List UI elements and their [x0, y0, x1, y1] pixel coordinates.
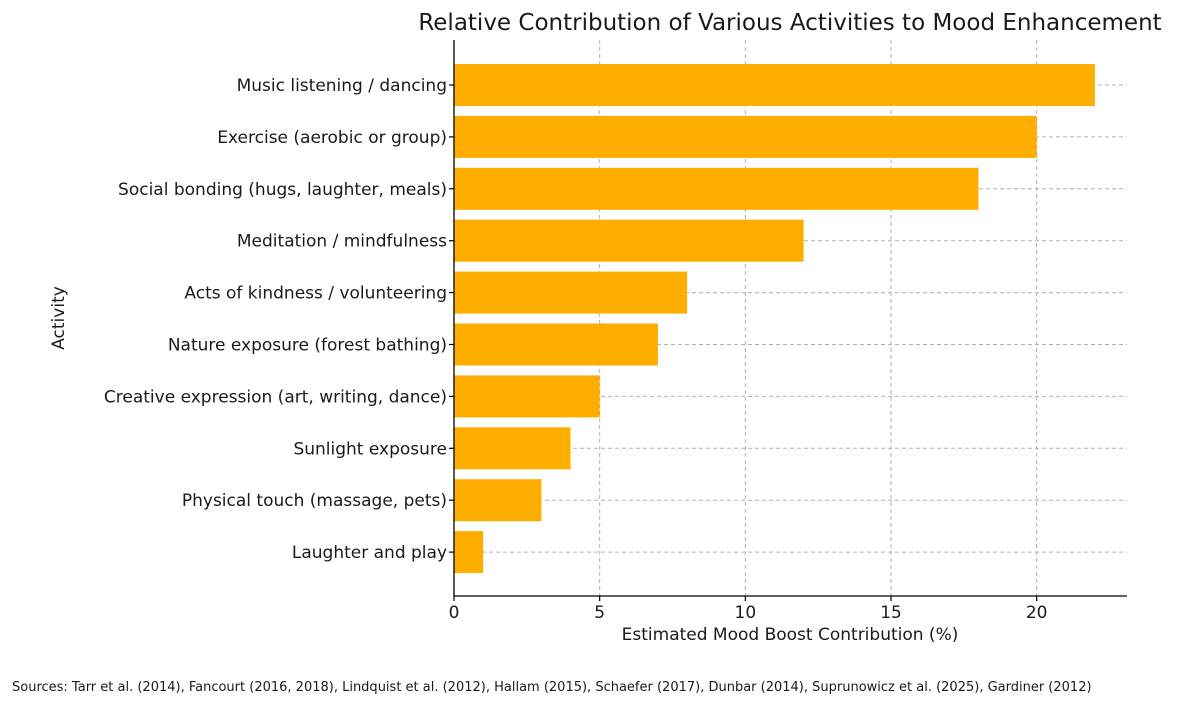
x-tick-label: 5 [594, 603, 605, 623]
bar [454, 479, 542, 522]
y-category-label: Meditation / mindfulness [237, 232, 447, 252]
bar [454, 375, 600, 418]
x-tick-label: 15 [880, 603, 902, 623]
y-axis-category-labels: Music listening / dancing Exercise (aerob… [104, 76, 454, 563]
y-category-label: Exercise (aerobic or group) [217, 128, 447, 148]
bar [454, 219, 804, 262]
x-tick-label: 20 [1026, 603, 1048, 623]
bars [454, 64, 1095, 574]
sources-note: Sources: Tarr et al. (2014), Fancourt (2… [12, 680, 1092, 695]
bar [454, 427, 571, 470]
bar [454, 64, 1095, 106]
axes [453, 40, 1127, 597]
y-category-label: Acts of kindness / volunteering [184, 284, 447, 304]
x-axis-label: Estimated Mood Boost Contribution (%) [622, 625, 959, 645]
y-category-label: Physical touch (massage, pets) [182, 491, 447, 511]
y-category-label: Creative expression (art, writing, dance… [104, 387, 447, 407]
bar [454, 271, 688, 314]
bar [454, 531, 484, 574]
bar [454, 167, 979, 210]
x-tick-label: 10 [735, 603, 757, 623]
x-tick-label: 0 [449, 603, 460, 623]
bar [454, 115, 1037, 158]
bar [454, 323, 658, 366]
x-axis-ticks: 0 5 10 15 20 [449, 596, 1048, 623]
chart-title: Relative Contribution of Various Activit… [418, 10, 1161, 36]
y-axis-label: Activity [49, 286, 69, 350]
y-category-label: Music listening / dancing [237, 76, 447, 96]
y-category-label: Laughter and play [292, 543, 447, 563]
y-category-label: Nature exposure (forest bathing) [168, 336, 447, 356]
y-category-label: Social bonding (hugs, laughter, meals) [118, 180, 447, 200]
y-category-label: Sunlight exposure [293, 439, 447, 459]
